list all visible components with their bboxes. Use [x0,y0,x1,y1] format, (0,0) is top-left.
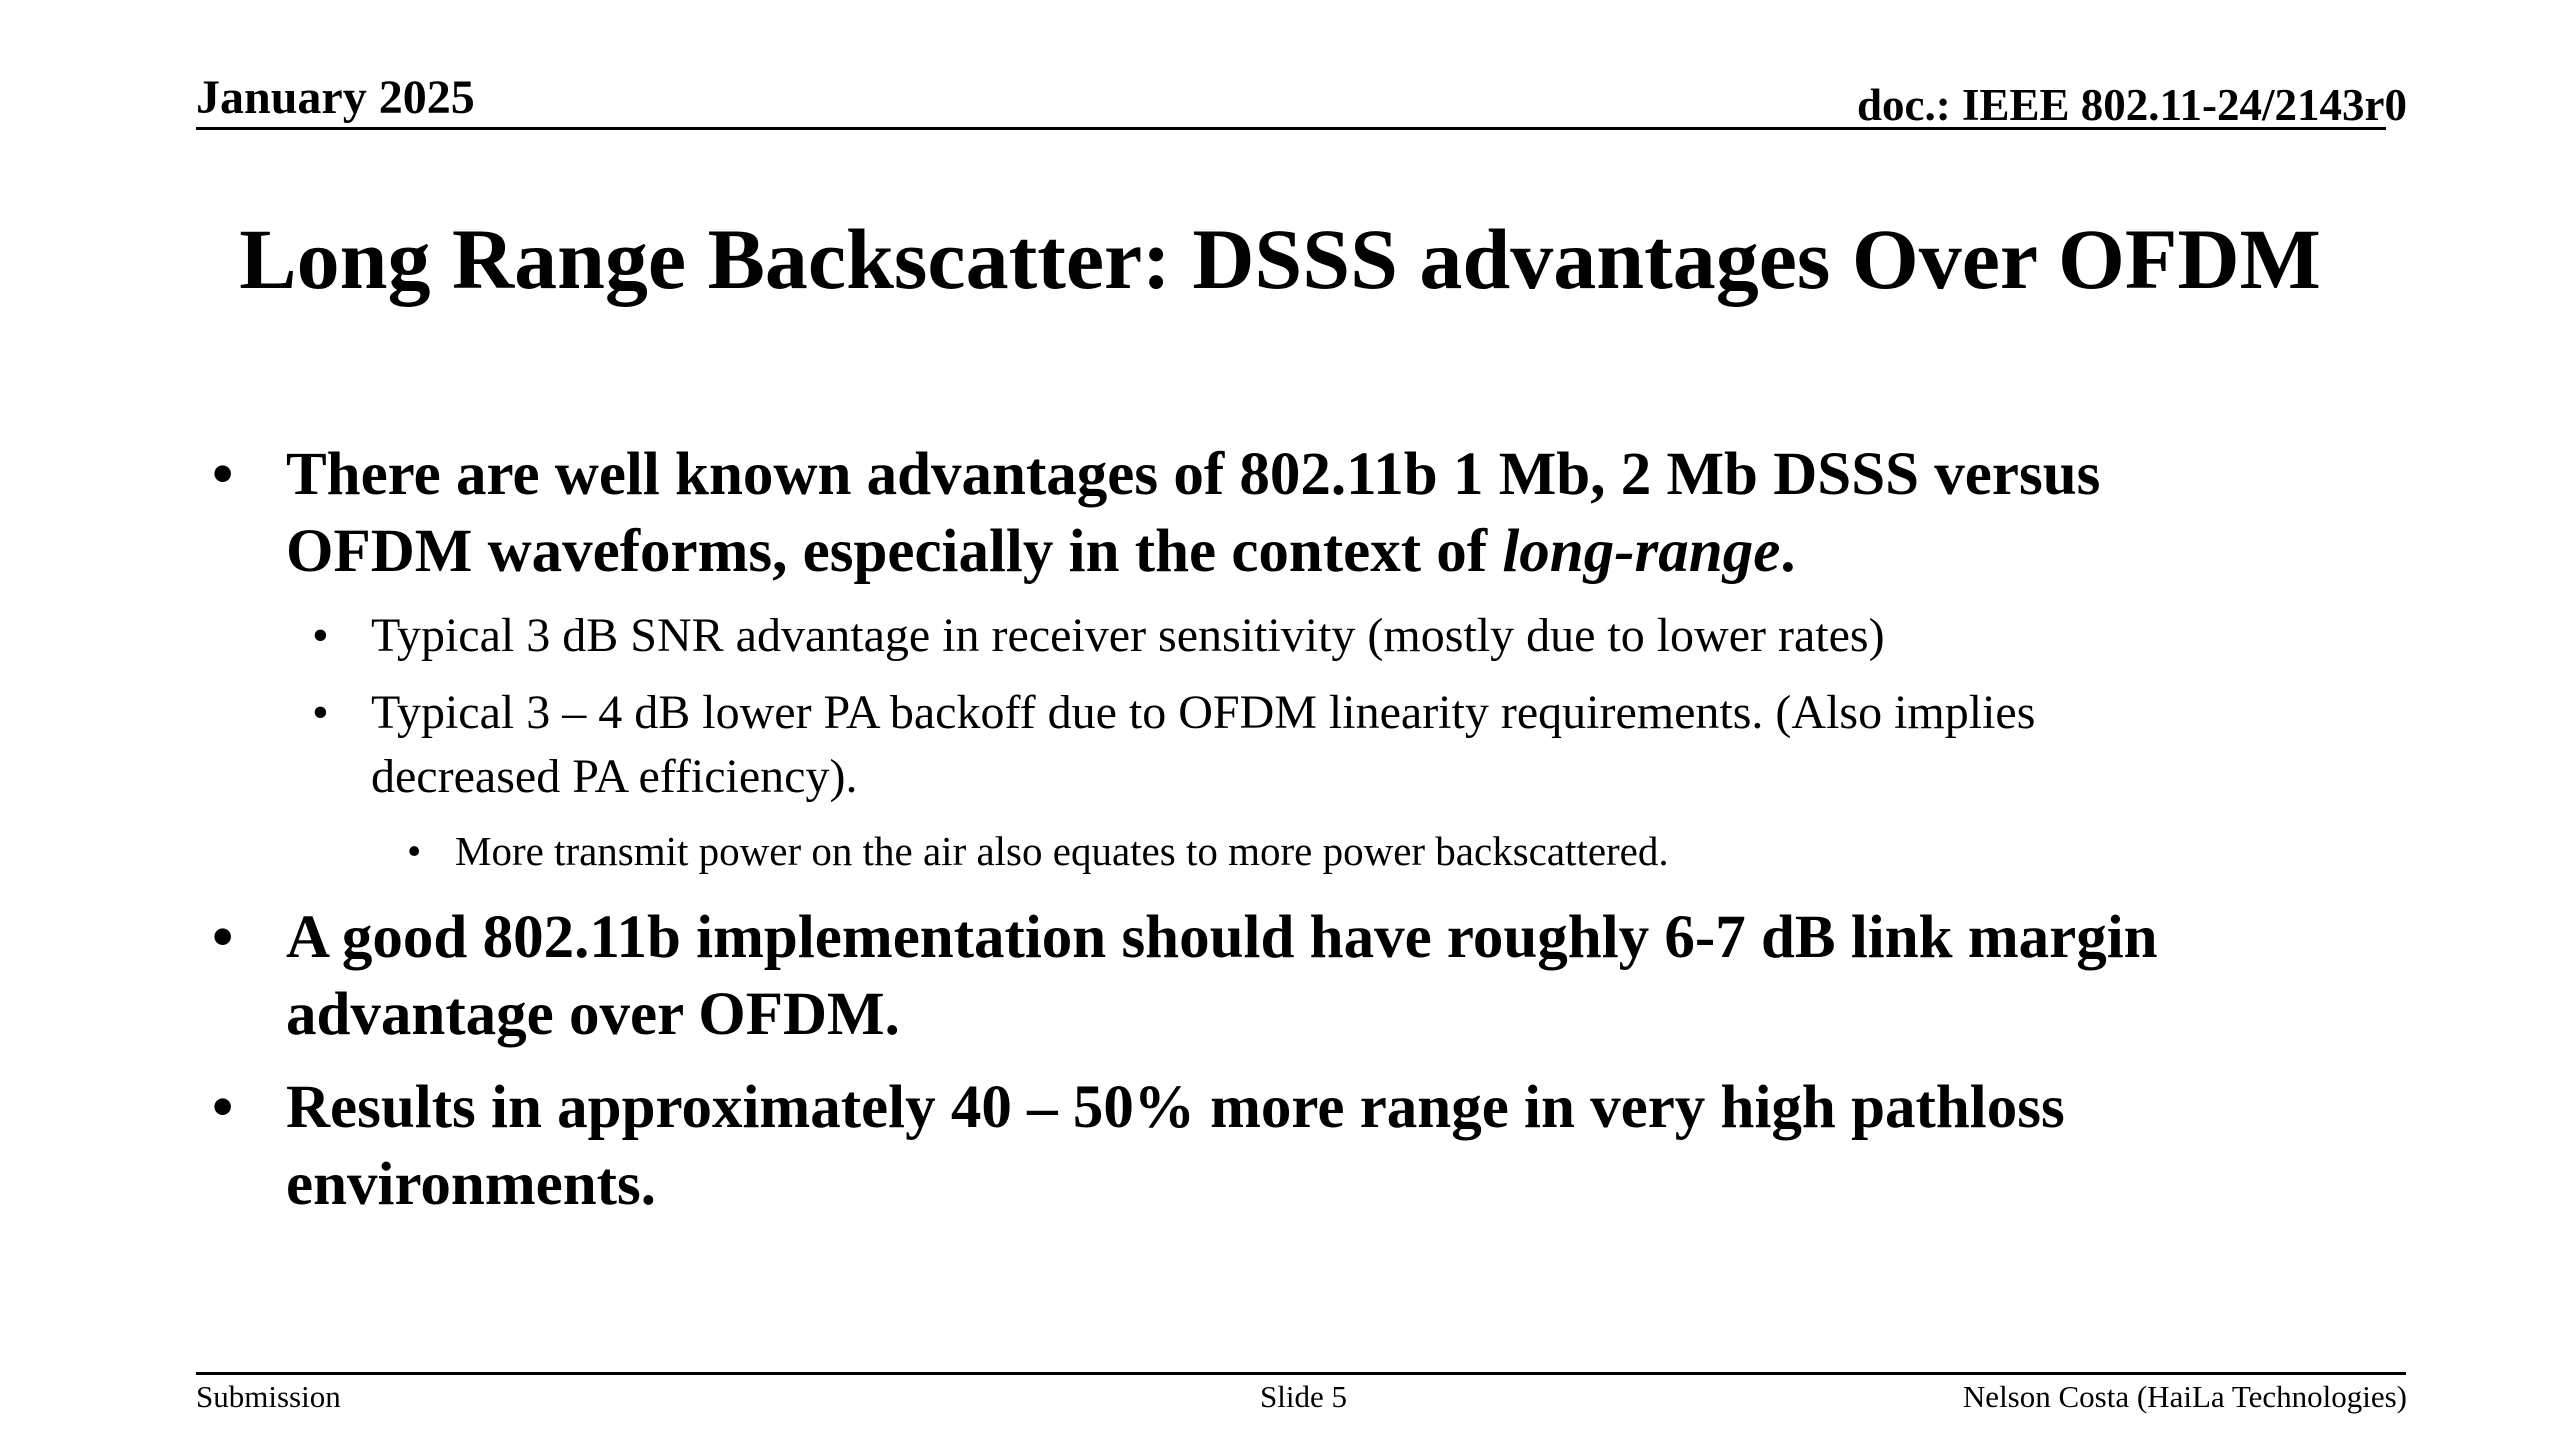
bullet-marker: • [212,1074,234,1141]
footer-slide-number: Slide 5 [1260,1379,1347,1414]
bullet-1-text-line-2: OFDM waveforms, especially in the contex… [286,513,1796,590]
header-date: January 2025 [196,71,475,124]
footer-divider [196,1372,2406,1375]
bullet-1-text-line-1: There are well known advantages of 802.1… [286,441,2101,508]
bullet-marker: • [407,828,422,874]
bullet-marker: • [212,904,234,971]
bullet-1-1-text: Typical 3 dB SNR advantage in receiver s… [371,609,1885,662]
bullet-marker: • [212,441,234,508]
bullet-1-emphasis: long-range [1502,518,1781,585]
bullet-marker: • [312,609,329,662]
bullet-1-line-2-prefix: OFDM waveforms, especially in the contex… [286,518,1503,585]
footer-author: Nelson Costa (HaiLa Technologies) [1962,1379,2407,1414]
header-divider [196,127,2386,130]
bullet-1-2-1-text: More transmit power on the air also equa… [455,828,1669,874]
slide-title: Long Range Backscatter: DSSS advantages … [239,211,2321,307]
bullet-3-text-line-1: Results in approximately 40 – 50% more r… [286,1074,2065,1141]
bullet-1-2-text-line-2: decreased PA efficiency). [371,750,858,803]
footer-submission: Submission [196,1379,341,1414]
bullet-2-text-line-2: advantage over OFDM. [286,981,900,1048]
bullet-marker: • [312,686,329,739]
bullet-1-line-2-suffix: . [1780,518,1796,585]
bullet-3-text-line-2: environments. [286,1151,656,1218]
header-doc-id: doc.: IEEE 802.11-24/2143r0 [1856,80,2407,130]
bullet-2-text-line-1: A good 802.11b implementation should hav… [286,904,2158,971]
bullet-1-2-text-line-1: Typical 3 – 4 dB lower PA backoff due to… [371,686,2036,739]
